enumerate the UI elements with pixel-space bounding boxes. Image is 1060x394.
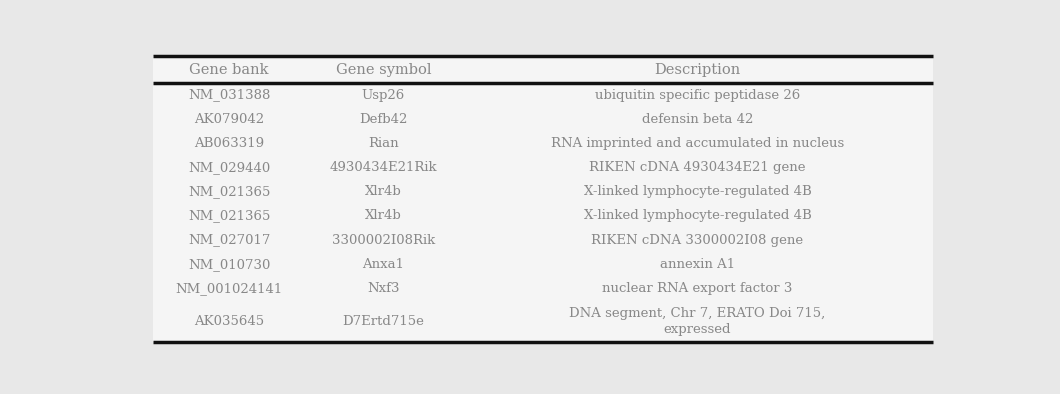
Text: NM_001024141: NM_001024141: [176, 282, 283, 295]
Text: RIKEN cDNA 3300002I08 gene: RIKEN cDNA 3300002I08 gene: [591, 234, 803, 247]
Text: Rian: Rian: [368, 137, 399, 150]
Text: ubiquitin specific peptidase 26: ubiquitin specific peptidase 26: [595, 89, 800, 102]
Text: X-linked lymphocyte-regulated 4B: X-linked lymphocyte-regulated 4B: [583, 209, 811, 222]
Text: Usp26: Usp26: [361, 89, 405, 102]
Text: defensin beta 42: defensin beta 42: [641, 113, 753, 126]
Text: annexin A1: annexin A1: [659, 258, 735, 271]
Text: Defb42: Defb42: [359, 113, 407, 126]
Text: RIKEN cDNA 4930434E21 gene: RIKEN cDNA 4930434E21 gene: [589, 161, 806, 174]
Text: NM_031388: NM_031388: [188, 89, 270, 102]
Text: D7Ertd715e: D7Ertd715e: [342, 314, 424, 327]
Text: NM_021365: NM_021365: [188, 209, 270, 222]
Text: AK035645: AK035645: [194, 314, 264, 327]
Text: NM_010730: NM_010730: [188, 258, 270, 271]
Text: Gene symbol: Gene symbol: [336, 63, 431, 77]
Text: Anxa1: Anxa1: [363, 258, 404, 271]
Text: AK079042: AK079042: [194, 113, 264, 126]
Text: Nxf3: Nxf3: [367, 282, 400, 295]
Text: NM_029440: NM_029440: [188, 161, 270, 174]
Text: NM_027017: NM_027017: [188, 234, 270, 247]
Text: Gene bank: Gene bank: [190, 63, 269, 77]
Text: Description: Description: [654, 63, 741, 77]
Text: DNA segment, Chr 7, ERATO Doi 715,
expressed: DNA segment, Chr 7, ERATO Doi 715, expre…: [569, 307, 826, 336]
Text: AB063319: AB063319: [194, 137, 264, 150]
Text: nuclear RNA export factor 3: nuclear RNA export factor 3: [602, 282, 793, 295]
Text: 4930434E21Rik: 4930434E21Rik: [330, 161, 437, 174]
Text: Xlr4b: Xlr4b: [365, 209, 402, 222]
Text: Xlr4b: Xlr4b: [365, 185, 402, 198]
Text: NM_021365: NM_021365: [188, 185, 270, 198]
Text: X-linked lymphocyte-regulated 4B: X-linked lymphocyte-regulated 4B: [583, 185, 811, 198]
Text: 3300002I08Rik: 3300002I08Rik: [332, 234, 435, 247]
Text: RNA imprinted and accumulated in nucleus: RNA imprinted and accumulated in nucleus: [551, 137, 844, 150]
